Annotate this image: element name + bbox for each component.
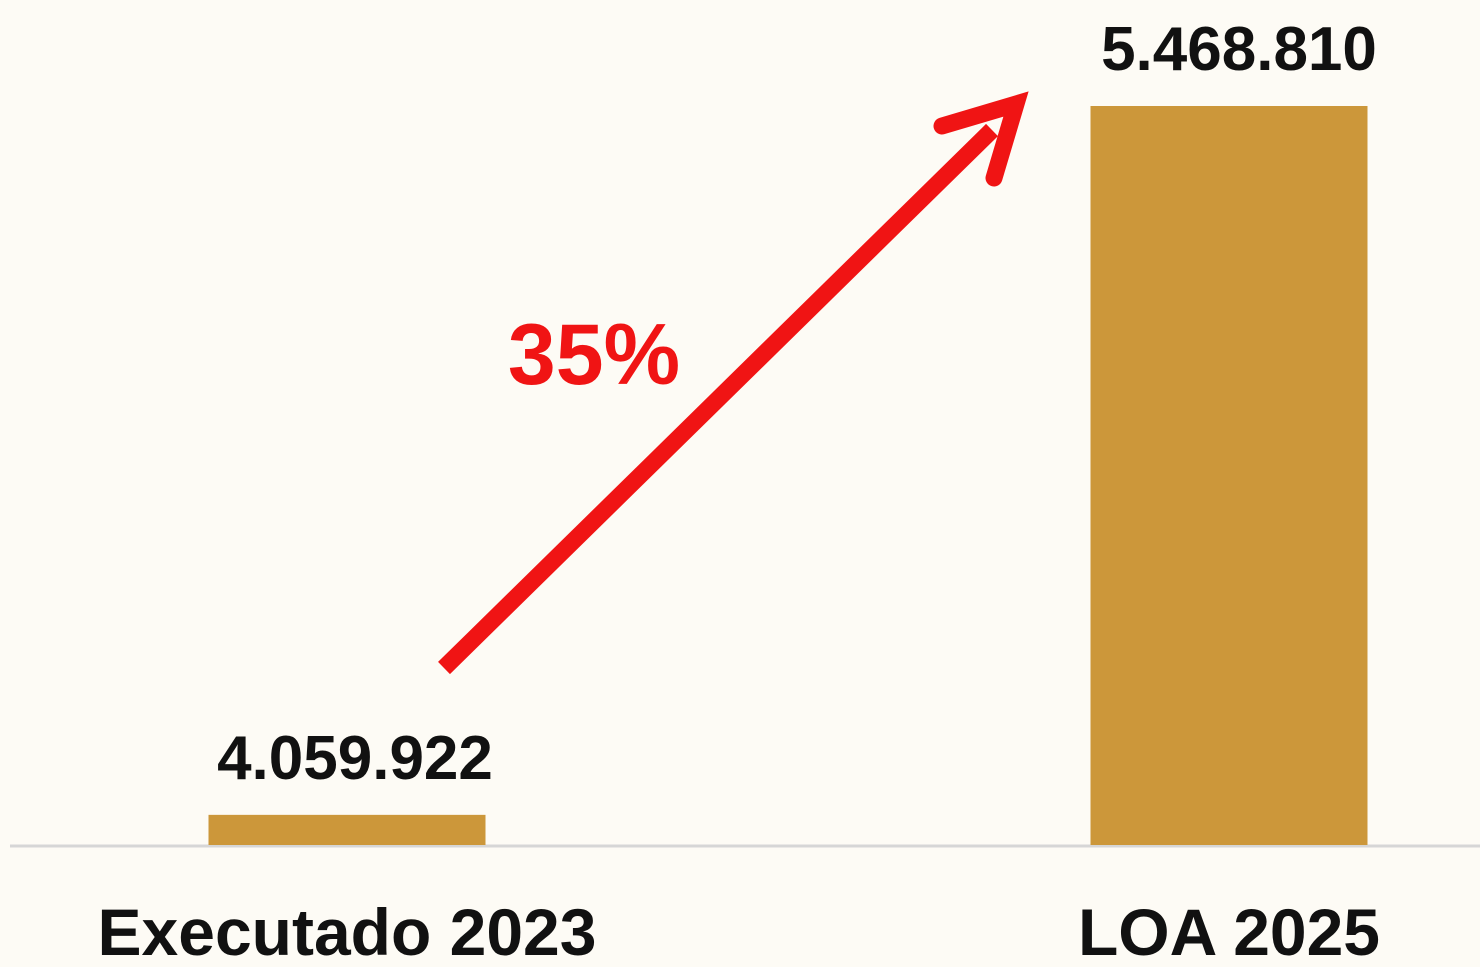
value-label-1: 4.059.922 [217, 724, 493, 793]
growth-arrow-head [933, 91, 1029, 187]
bar-1 [208, 814, 486, 845]
category-label-2: LOA 2025 [1078, 895, 1380, 962]
growth-arrow-shaft [438, 123, 998, 675]
growth-percentage-label: 35% [508, 307, 680, 403]
bar-2 [1090, 106, 1368, 845]
category-label-1: Executado 2023 [98, 895, 597, 962]
value-label-2: 5.468.810 [1101, 15, 1377, 84]
